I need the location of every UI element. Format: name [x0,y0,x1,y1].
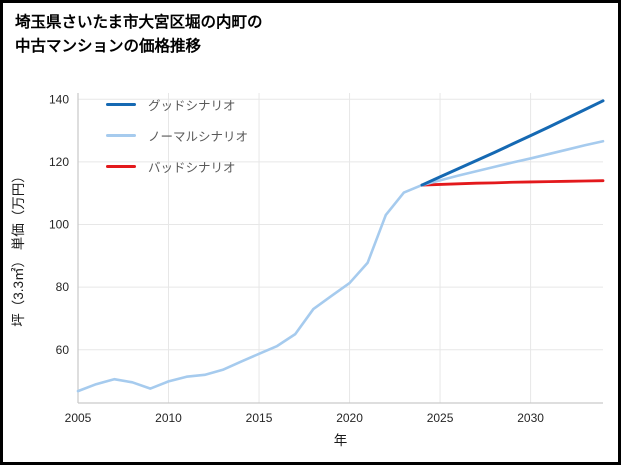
good-scenario-line-swatch-icon [106,103,136,106]
svg-text:2030: 2030 [517,411,544,425]
svg-text:年: 年 [334,433,348,448]
svg-text:2010: 2010 [155,411,182,425]
legend-item-bad-scenario: バッドシナリオ [106,157,248,176]
price-trend-chart-canvas: 2005 2010 2015 2020 2025 2030 60 80 100 120 140 年 坪（… [11,92,605,448]
svg-text:2025: 2025 [427,411,454,425]
chart-title-line1: 埼玉県さいたま市大宮区堀の内町の [15,14,263,31]
svg-text:60: 60 [56,343,70,357]
svg-text:2015: 2015 [246,411,273,425]
svg-text:120: 120 [49,155,69,169]
bad-scenario-line-swatch-icon [106,165,136,168]
svg-text:140: 140 [49,92,69,106]
legend: グッドシナリオ ノーマルシナリオ バッドシナリオ [106,95,248,176]
chart-title: 埼玉県さいたま市大宮区堀の内町の 中古マンションの価格推移 [15,11,263,59]
svg-text:坪（3.3㎡） 単価（万円）: 坪（3.3㎡） 単価（万円） [11,169,26,327]
legend-item-good-scenario: グッドシナリオ [106,95,248,114]
legend-item-normal-scenario: ノーマルシナリオ [106,126,248,145]
svg-text:2020: 2020 [336,411,363,425]
svg-text:2005: 2005 [65,411,92,425]
legend-label-bad-scenario: バッドシナリオ [148,161,236,175]
chart-title-line2: 中古マンションの価格推移 [15,38,202,56]
svg-text:80: 80 [56,280,70,294]
svg-text:100: 100 [49,218,69,232]
normal-scenario-line-swatch-icon [106,134,136,137]
legend-label-normal-scenario: ノーマルシナリオ [148,130,249,144]
legend-label-good-scenario: グッドシナリオ [148,99,236,113]
